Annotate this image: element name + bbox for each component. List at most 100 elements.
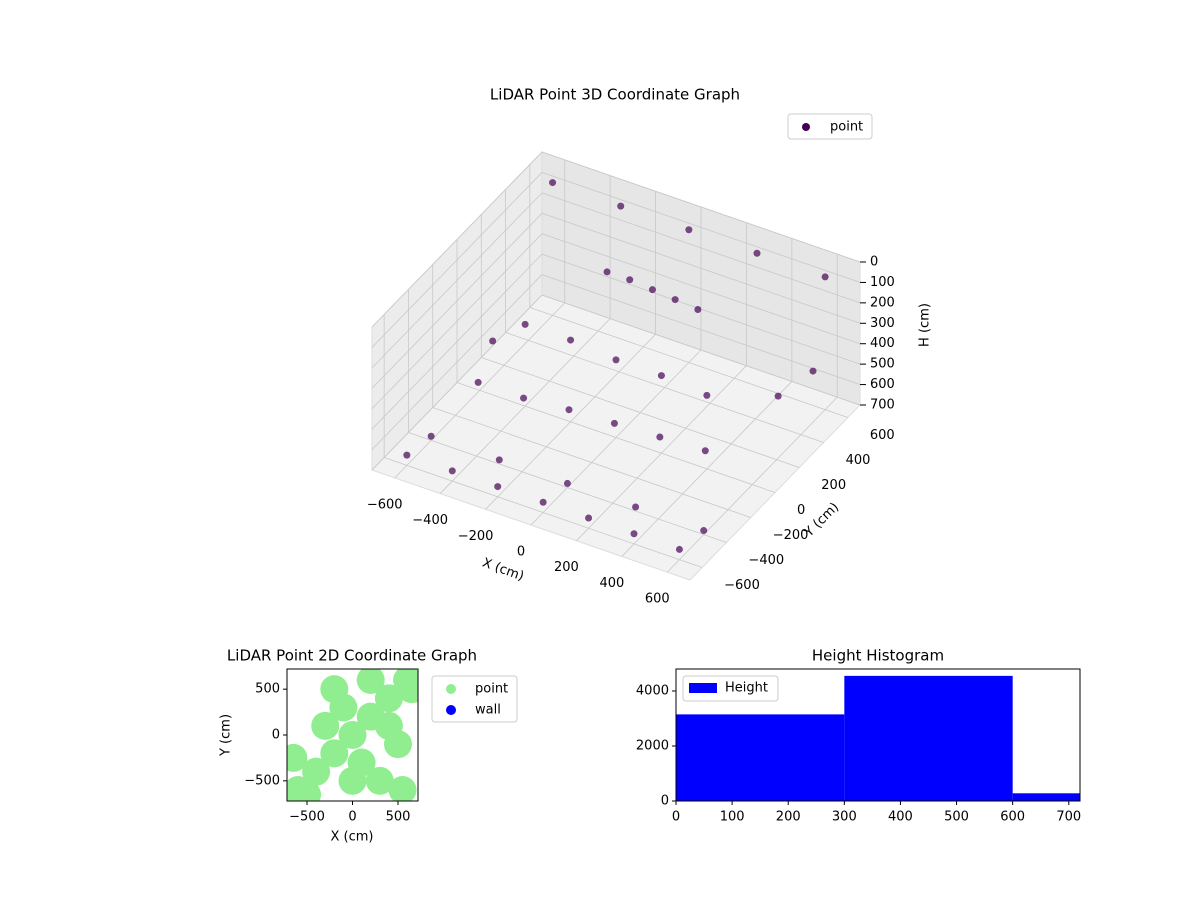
point [495, 456, 503, 464]
legend-marker [689, 683, 717, 693]
y-tick-label: −500 [244, 773, 280, 788]
legend-label: point [830, 120, 863, 135]
x-axis-label: X (cm) [480, 556, 526, 585]
chart-title: Height Histogram [812, 647, 944, 665]
x-tick-label: −200 [458, 529, 494, 544]
point [320, 739, 349, 768]
point [356, 669, 385, 694]
grid-line [371, 253, 543, 430]
grid-line [408, 432, 727, 543]
point [474, 378, 482, 386]
y-tick-label: −200 [773, 528, 809, 543]
grid-line [541, 192, 861, 304]
y-tick-label: 4000 [636, 684, 669, 699]
point [293, 780, 322, 801]
legend-marker [446, 705, 456, 715]
z-tick-label: 100 [870, 275, 895, 290]
x-tick-label: 0 [517, 545, 525, 560]
point [632, 503, 640, 511]
point [626, 276, 634, 284]
grid-line [371, 233, 543, 409]
z-axis-label: H (cm) [918, 303, 933, 347]
point [521, 320, 529, 328]
point [311, 711, 340, 740]
x-tick-label: −400 [412, 513, 448, 528]
y-axis-label: Y (cm) [801, 500, 842, 541]
bar [844, 675, 1013, 801]
point [700, 527, 708, 535]
x-tick-label: 400 [599, 576, 624, 591]
point [630, 530, 638, 538]
axes-frame [675, 668, 1081, 802]
point [338, 766, 367, 795]
x-tick-label: 500 [944, 810, 969, 825]
grid-line [384, 457, 703, 568]
grid-line [481, 357, 800, 468]
point [567, 336, 575, 344]
point [774, 392, 782, 400]
grid-line [529, 307, 848, 418]
y-tick-label: 0 [272, 728, 280, 743]
grid-line [456, 382, 776, 493]
x-tick-label: 400 [888, 810, 913, 825]
grid-line [371, 151, 543, 328]
z-tick-label: 600 [870, 377, 895, 392]
y-tick-label: −600 [724, 578, 760, 593]
grid-line [541, 151, 861, 263]
point [494, 483, 502, 491]
point [448, 467, 456, 475]
x-axis-label: X (cm) [331, 830, 374, 845]
point [565, 406, 573, 414]
point [539, 498, 547, 506]
point [287, 743, 308, 772]
point [374, 684, 403, 713]
point [365, 766, 394, 795]
legend-marker [446, 684, 456, 694]
z-tick-label: 0 [870, 255, 878, 270]
y-tick-label: 0 [797, 503, 805, 518]
point [694, 305, 702, 313]
chart-title: LiDAR Point 2D Coordinate Graph [227, 647, 477, 665]
point [656, 433, 664, 441]
z-tick-label: 700 [870, 398, 895, 413]
point [520, 394, 528, 402]
z-tick-label: 400 [870, 336, 895, 351]
grid-line [541, 172, 861, 283]
point [603, 268, 611, 276]
point [403, 451, 411, 459]
grid-line [505, 332, 824, 443]
point [671, 296, 679, 304]
point [338, 721, 367, 749]
point [685, 226, 693, 234]
legend-label: Height [725, 681, 768, 696]
x-tick-label: 200 [776, 810, 801, 825]
point [427, 432, 435, 440]
x-tick-label: 600 [645, 592, 670, 607]
y-tick-label: 200 [821, 478, 846, 493]
point [388, 776, 417, 801]
x-tick-label: 600 [1000, 810, 1025, 825]
point [549, 179, 557, 187]
x-tick-label: 200 [554, 560, 579, 575]
grid-line [371, 172, 543, 348]
z-tick-label: 500 [870, 357, 895, 372]
point [703, 391, 711, 399]
y-tick-label: 0 [661, 794, 669, 809]
point [489, 337, 497, 345]
bar [676, 714, 845, 801]
x-tick-label: 700 [1056, 810, 1081, 825]
bar [1012, 793, 1080, 801]
legend-box [682, 675, 779, 702]
grid-line [371, 274, 543, 450]
x-tick-label: 0 [348, 810, 356, 825]
grid-line [371, 213, 543, 389]
grid-line [432, 407, 751, 518]
point [809, 367, 817, 375]
point [648, 286, 656, 294]
x-tick-label: 500 [386, 810, 411, 825]
x-tick-label: 300 [832, 810, 857, 825]
grid-line [541, 212, 861, 324]
grid-line [541, 274, 861, 385]
point [374, 711, 403, 740]
x-tick-label: −500 [289, 810, 325, 825]
